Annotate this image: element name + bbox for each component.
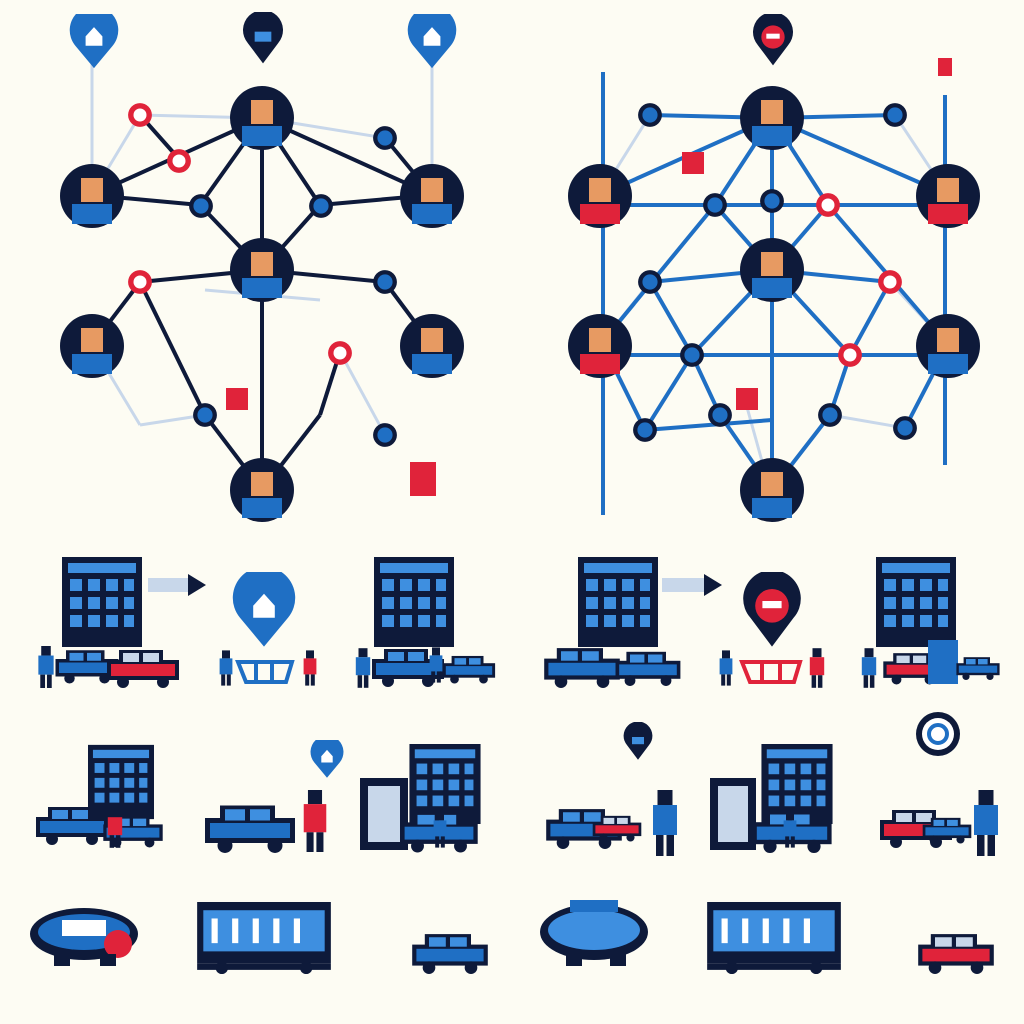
red-node bbox=[128, 103, 152, 127]
person-avatar-icon bbox=[568, 314, 632, 378]
blue-bus-pin-icon bbox=[243, 12, 283, 64]
network-right-nodes bbox=[633, 103, 917, 442]
location-pin-icon bbox=[310, 740, 344, 778]
network-left bbox=[60, 12, 464, 522]
red-node bbox=[128, 270, 152, 294]
search-icon bbox=[916, 712, 960, 756]
office-building-icon bbox=[876, 557, 956, 647]
row-building-traffic bbox=[38, 557, 1000, 688]
office-building-icon bbox=[374, 557, 454, 647]
person-icon bbox=[974, 790, 998, 856]
person-avatar-icon bbox=[740, 86, 804, 150]
car-icon bbox=[615, 651, 681, 686]
car-icon bbox=[544, 648, 620, 688]
blue-node bbox=[373, 270, 397, 294]
person-avatar-icon bbox=[916, 164, 980, 228]
small-red-marker bbox=[226, 388, 248, 410]
blue-node bbox=[189, 194, 213, 218]
network-left-nodes bbox=[128, 103, 436, 496]
small-red-signal-icon bbox=[938, 58, 952, 76]
person-avatar-icon bbox=[230, 86, 294, 150]
car-icon bbox=[205, 805, 295, 853]
row-vehicles bbox=[30, 900, 994, 974]
blue-node bbox=[638, 270, 662, 294]
location-pin-icon bbox=[623, 722, 653, 760]
car-icon bbox=[956, 657, 1000, 680]
bus-icon bbox=[707, 902, 841, 974]
blue-node bbox=[818, 403, 842, 427]
arrow-sign-icon bbox=[662, 574, 722, 596]
person-icon bbox=[38, 646, 54, 688]
blue-node bbox=[193, 403, 217, 427]
location-pin-icon bbox=[232, 572, 296, 647]
small-red-marker bbox=[736, 388, 758, 410]
person-icon bbox=[861, 648, 877, 688]
car-icon bbox=[107, 650, 179, 688]
network-right-pins bbox=[753, 14, 952, 76]
bus-icon bbox=[197, 902, 331, 974]
person-icon bbox=[653, 790, 677, 856]
location-pin-icon bbox=[743, 572, 801, 647]
blue-node bbox=[309, 194, 333, 218]
person-avatar-icon bbox=[916, 314, 980, 378]
blue-node bbox=[760, 189, 784, 213]
person-avatar-icon bbox=[740, 238, 804, 302]
person-avatar-icon bbox=[230, 458, 294, 522]
person-avatar-icon bbox=[568, 164, 632, 228]
person-avatar-icon bbox=[60, 164, 124, 228]
small-red-marker bbox=[682, 152, 704, 174]
small-car-icon bbox=[918, 934, 994, 974]
small-car-icon bbox=[412, 934, 488, 974]
office-building-icon bbox=[62, 557, 142, 647]
red-node bbox=[816, 193, 840, 217]
person-icon bbox=[303, 650, 317, 686]
network-left-pins bbox=[69, 12, 457, 69]
network-right bbox=[568, 14, 980, 522]
blue-node bbox=[708, 403, 732, 427]
small-red-marker bbox=[410, 462, 436, 496]
red-node bbox=[328, 341, 352, 365]
blue-node bbox=[633, 418, 657, 442]
person-icon bbox=[303, 790, 327, 852]
person-avatar-icon bbox=[400, 164, 464, 228]
red-location-pin-icon bbox=[753, 14, 793, 66]
blue-cloud-pin-icon bbox=[407, 14, 457, 69]
person-icon bbox=[719, 650, 733, 686]
blue-node bbox=[703, 193, 727, 217]
blue-node bbox=[638, 103, 662, 127]
blue-cloud-pin-icon bbox=[69, 14, 119, 69]
car-icon bbox=[442, 655, 496, 684]
person-avatar-icon bbox=[230, 238, 294, 302]
blue-node bbox=[883, 103, 907, 127]
phone-booth-icon bbox=[928, 640, 958, 684]
red-node bbox=[167, 149, 191, 173]
shopping-cart-icon bbox=[739, 660, 803, 684]
person-icon bbox=[809, 648, 825, 688]
blue-node bbox=[680, 343, 704, 367]
red-node bbox=[838, 343, 862, 367]
person-icon bbox=[355, 648, 371, 688]
person-avatar-icon bbox=[740, 458, 804, 522]
person-icon bbox=[219, 650, 233, 686]
office-building-icon bbox=[578, 557, 658, 647]
shopping-cart-icon bbox=[235, 660, 295, 684]
person-avatar-icon bbox=[400, 314, 464, 378]
red-node bbox=[878, 270, 902, 294]
building-icon bbox=[88, 744, 154, 820]
car-icon bbox=[540, 900, 648, 966]
blue-node bbox=[373, 423, 397, 447]
row-street-scenes bbox=[36, 712, 998, 856]
person-avatar-icon bbox=[60, 314, 124, 378]
blue-node bbox=[373, 126, 397, 150]
blue-node bbox=[893, 416, 917, 440]
car-icon bbox=[30, 908, 138, 966]
arrow-sign-icon bbox=[148, 574, 206, 596]
